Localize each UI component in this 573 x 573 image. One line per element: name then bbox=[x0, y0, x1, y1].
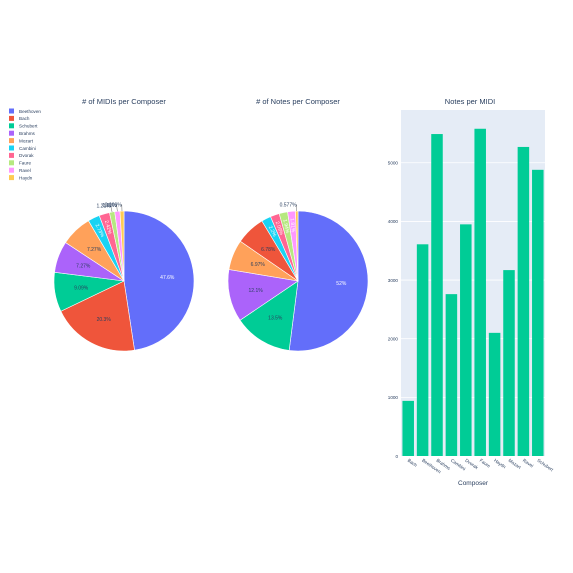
bar-mozart[interactable] bbox=[503, 270, 515, 456]
x-axis-label: Composer bbox=[458, 480, 489, 487]
x-tick-label: Dvorak bbox=[464, 458, 479, 471]
bar-haydn[interactable] bbox=[488, 332, 501, 456]
legend-swatch-ravel[interactable] bbox=[9, 167, 14, 173]
legend-swatch-cambini[interactable] bbox=[9, 145, 14, 151]
bar-faure[interactable] bbox=[474, 128, 486, 456]
pie-slices bbox=[53, 210, 195, 352]
chart-title-notes: # of Notes per Composer bbox=[256, 97, 340, 106]
bar-bach[interactable] bbox=[402, 400, 414, 456]
bar-brahms[interactable] bbox=[431, 134, 443, 456]
pie-label-haydn: 0.577% bbox=[280, 203, 298, 209]
pie-label-leader bbox=[110, 205, 113, 213]
pie-chart-midis: # of MIDIs per Composer 47.6% 20.3% 9.09% 7… bbox=[53, 97, 195, 352]
pie-label-beethoven: 47.6% bbox=[160, 275, 175, 281]
pie-label-brahms: 7.27% bbox=[76, 263, 91, 269]
pie-slice-beethoven[interactable] bbox=[123, 210, 195, 351]
legend-item-brahms[interactable]: Brahms bbox=[19, 131, 36, 136]
pie-label-dvorak: 2.42% bbox=[103, 220, 113, 236]
x-tick-label: Ravel bbox=[522, 458, 534, 469]
pie-slice-schubert[interactable] bbox=[239, 280, 299, 351]
x-tick-label: Faure bbox=[479, 458, 492, 469]
pie-labels: 52% 13.5% 12.1% 6.97% 6.78% 2.2%2.09%1.94%1.8… bbox=[249, 203, 347, 322]
x-tick-label: Mozart bbox=[507, 458, 522, 471]
pie-chart-notes: # of Notes per Composer 52% 13.5% 12.1% 6.9… bbox=[227, 97, 369, 352]
pie-label-ravel: 1.21% bbox=[102, 203, 117, 209]
pie-label-cambini: 2.2% bbox=[267, 225, 278, 238]
pie-label-bach: 6.78% bbox=[261, 247, 276, 253]
y-tick-label: 1000 bbox=[388, 395, 399, 400]
x-tick-label: Cambini bbox=[450, 458, 467, 472]
x-tick-label: Haydn bbox=[493, 458, 507, 470]
pie-label-bach: 20.3% bbox=[97, 317, 112, 323]
bar-dvorak[interactable] bbox=[460, 224, 472, 456]
legend-item-dvorak[interactable]: Dvorak bbox=[19, 153, 34, 158]
pie-label-schubert: 13.5% bbox=[268, 315, 283, 321]
pie-label-ravel: 1.81% bbox=[289, 218, 296, 233]
legend-swatch-faure[interactable] bbox=[9, 160, 14, 166]
pie-slice-beethoven[interactable] bbox=[288, 210, 369, 352]
y-tick-label: 2000 bbox=[388, 337, 399, 342]
x-tick-label: Schubert bbox=[536, 458, 555, 473]
x-tick-label: Bach bbox=[407, 458, 419, 468]
bar-ravel[interactable] bbox=[517, 146, 530, 456]
pie-label-leader bbox=[116, 204, 118, 212]
legend-item-bach[interactable]: Bach bbox=[19, 116, 30, 121]
legend-swatch-beethoven[interactable] bbox=[9, 108, 14, 114]
pie-label-haydn: 0.909% bbox=[105, 203, 123, 209]
bar-cambini[interactable] bbox=[445, 294, 458, 456]
legend-item-ravel[interactable]: Ravel bbox=[19, 168, 31, 173]
y-tick-label: 0 bbox=[395, 454, 398, 459]
legend-item-cambini[interactable]: Cambini bbox=[19, 146, 36, 151]
bars bbox=[402, 128, 544, 456]
bar-schubert[interactable] bbox=[532, 169, 544, 456]
legend-swatch-haydn[interactable] bbox=[9, 175, 14, 181]
legend-item-mozart[interactable]: Mozart bbox=[19, 138, 34, 143]
legend-swatch-schubert[interactable] bbox=[9, 123, 14, 129]
pie-label-faure: 1.21% bbox=[97, 204, 112, 210]
legend-item-faure[interactable]: Faure bbox=[19, 161, 31, 166]
bar-beethoven[interactable] bbox=[416, 244, 429, 456]
pie-label-mozart: 6.97% bbox=[251, 262, 266, 268]
bar-chart-notes-per-midi: Notes per MIDI 0 1000 2000 3000 4000 5000 Bac… bbox=[388, 97, 555, 487]
legend: Beethoven Bach Schubert Brahms Mozart Cambini… bbox=[9, 108, 41, 181]
y-tick-label: 3000 bbox=[388, 278, 399, 283]
y-tick-labels: 0 1000 2000 3000 4000 5000 bbox=[388, 161, 399, 459]
pie-slice-bach[interactable] bbox=[60, 280, 135, 352]
legend-swatch-bach[interactable] bbox=[9, 115, 14, 121]
pie-label-mozart: 7.27% bbox=[87, 247, 102, 253]
pie-label-faure: 1.94% bbox=[281, 219, 290, 235]
legend-swatch-dvorak[interactable] bbox=[9, 152, 14, 158]
chart-title-notes-per-midi: Notes per MIDI bbox=[445, 97, 495, 106]
chart-title-midis: # of MIDIs per Composer bbox=[82, 97, 166, 106]
y-tick-label: 4000 bbox=[388, 219, 399, 224]
legend-item-haydn[interactable]: Haydn bbox=[19, 175, 33, 180]
pie-slices bbox=[227, 210, 369, 352]
legend-swatch-mozart[interactable] bbox=[9, 138, 14, 144]
legend-item-beethoven[interactable]: Beethoven bbox=[19, 109, 41, 114]
pie-label-dvorak: 2.09% bbox=[274, 221, 285, 237]
legend-item-schubert[interactable]: Schubert bbox=[19, 124, 38, 129]
pie-label-schubert: 9.09% bbox=[74, 285, 89, 291]
pie-label-cambini: 2.73% bbox=[94, 223, 106, 239]
y-tick-label: 5000 bbox=[388, 161, 399, 166]
pie-label-beethoven: 52% bbox=[336, 281, 347, 287]
pie-label-brahms: 12.1% bbox=[249, 288, 264, 294]
pie-labels: 47.6% 20.3% 9.09% 7.27% 7.27% 2.73%2.42% 1.21%… bbox=[74, 203, 175, 323]
legend-swatch-brahms[interactable] bbox=[9, 130, 14, 136]
